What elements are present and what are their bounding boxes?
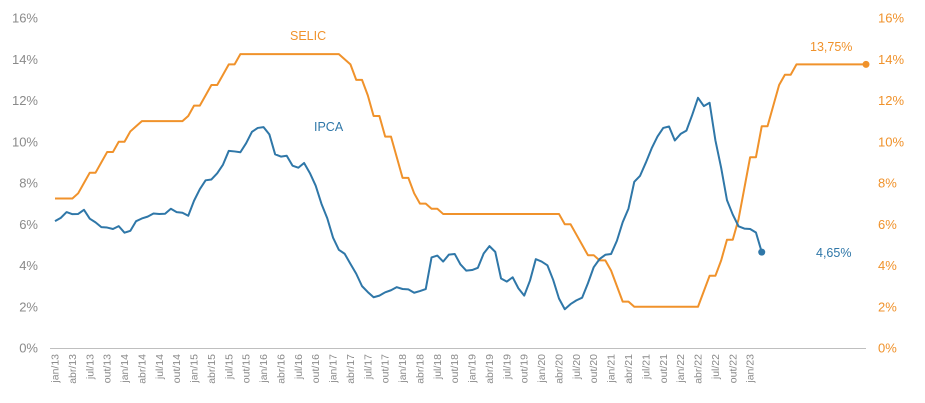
y-tick-label: 2% bbox=[19, 299, 38, 314]
y2-tick-label: 14% bbox=[878, 52, 904, 67]
x-tick-label: abr/17 bbox=[345, 354, 357, 384]
x-tick-label: jul/21 bbox=[640, 354, 652, 380]
y2-tick-label: 6% bbox=[878, 217, 897, 232]
x-tick-label: abr/13 bbox=[67, 354, 79, 384]
x-tick-label: jul/17 bbox=[362, 354, 374, 380]
x-tick-label: abr/20 bbox=[553, 354, 565, 384]
x-tick-label: out/16 bbox=[310, 354, 322, 383]
y2-tick-label: 2% bbox=[878, 299, 897, 314]
selic-series-line bbox=[55, 53, 866, 308]
y-tick-label: 8% bbox=[19, 176, 38, 191]
x-tick-label: jul/20 bbox=[571, 354, 583, 380]
y2-tick-label: 4% bbox=[878, 258, 897, 273]
x-tick-label: jan/20 bbox=[536, 354, 548, 384]
ipca-end-value-label: 4,65% bbox=[816, 246, 851, 260]
x-tick-label: abr/19 bbox=[484, 354, 496, 384]
ipca-series-line bbox=[54, 96, 763, 311]
x-tick-label: out/21 bbox=[658, 354, 670, 383]
x-tick-label: out/13 bbox=[102, 354, 114, 383]
x-tick-label: jul/18 bbox=[432, 354, 444, 380]
ipca-end-point bbox=[758, 248, 766, 256]
x-tick-label: out/17 bbox=[380, 354, 392, 383]
x-tick-label: abr/18 bbox=[414, 354, 426, 384]
selic-series-label: SELIC bbox=[290, 29, 326, 43]
x-tick-label: abr/22 bbox=[693, 354, 705, 384]
x-tick-label: out/15 bbox=[241, 354, 253, 383]
x-tick-label: abr/21 bbox=[623, 354, 635, 384]
y2-tick-label: 8% bbox=[878, 176, 897, 191]
y2-tick-label: 16% bbox=[878, 11, 904, 26]
x-tick-label: out/22 bbox=[727, 354, 739, 383]
y-tick-label: 0% bbox=[19, 341, 38, 356]
x-tick-label: jul/14 bbox=[154, 354, 166, 380]
selic-end-value-label: 13,75% bbox=[810, 40, 852, 54]
ipca-series-label: IPCA bbox=[314, 120, 344, 134]
y-tick-label: 14% bbox=[12, 52, 38, 67]
x-tick-label: jan/15 bbox=[189, 354, 201, 384]
x-tick-label: jul/13 bbox=[84, 354, 96, 380]
left-axis: 0% 2% 4% 6% 8% 10% 12% 14% 16% bbox=[12, 11, 38, 356]
y-tick-label: 4% bbox=[19, 258, 38, 273]
x-tick-label: jul/15 bbox=[223, 354, 235, 380]
x-tick-label: jan/18 bbox=[397, 354, 409, 384]
x-tick-label: jul/16 bbox=[293, 354, 305, 380]
y-tick-label: 10% bbox=[12, 134, 38, 149]
x-axis: jan/13 abr/13 jul/13 out/13 jan/14 abr/14 jul/… bbox=[50, 354, 757, 384]
y2-tick-label: 0% bbox=[878, 341, 897, 356]
x-tick-label: jan/16 bbox=[258, 354, 270, 384]
y-tick-label: 12% bbox=[12, 93, 38, 108]
x-tick-label: out/14 bbox=[171, 354, 183, 383]
x-tick-label: jan/17 bbox=[328, 354, 340, 384]
x-tick-label: abr/16 bbox=[275, 354, 287, 384]
x-tick-label: jul/22 bbox=[710, 354, 722, 380]
y-tick-label: 6% bbox=[19, 217, 38, 232]
x-tick-label: abr/15 bbox=[206, 354, 218, 384]
x-tick-label: out/19 bbox=[519, 354, 531, 383]
selic-end-point bbox=[862, 60, 870, 68]
y2-tick-label: 12% bbox=[878, 93, 904, 108]
right-axis: 0% 2% 4% 6% 8% 10% 12% 14% 16% bbox=[878, 11, 904, 356]
x-tick-label: jan/21 bbox=[606, 354, 618, 384]
x-tick-label: jan/13 bbox=[50, 354, 62, 384]
x-tick-label: out/20 bbox=[588, 354, 600, 383]
x-tick-label: jan/14 bbox=[119, 354, 131, 384]
x-tick-label: jul/19 bbox=[501, 354, 513, 380]
y2-tick-label: 10% bbox=[878, 134, 904, 149]
x-tick-label: jan/19 bbox=[467, 354, 479, 384]
x-tick-label: jan/22 bbox=[675, 354, 687, 384]
x-tick-label: jan/23 bbox=[745, 354, 757, 384]
y-tick-label: 16% bbox=[12, 11, 38, 26]
x-tick-label: abr/14 bbox=[136, 354, 148, 384]
x-tick-label: out/18 bbox=[449, 354, 461, 383]
